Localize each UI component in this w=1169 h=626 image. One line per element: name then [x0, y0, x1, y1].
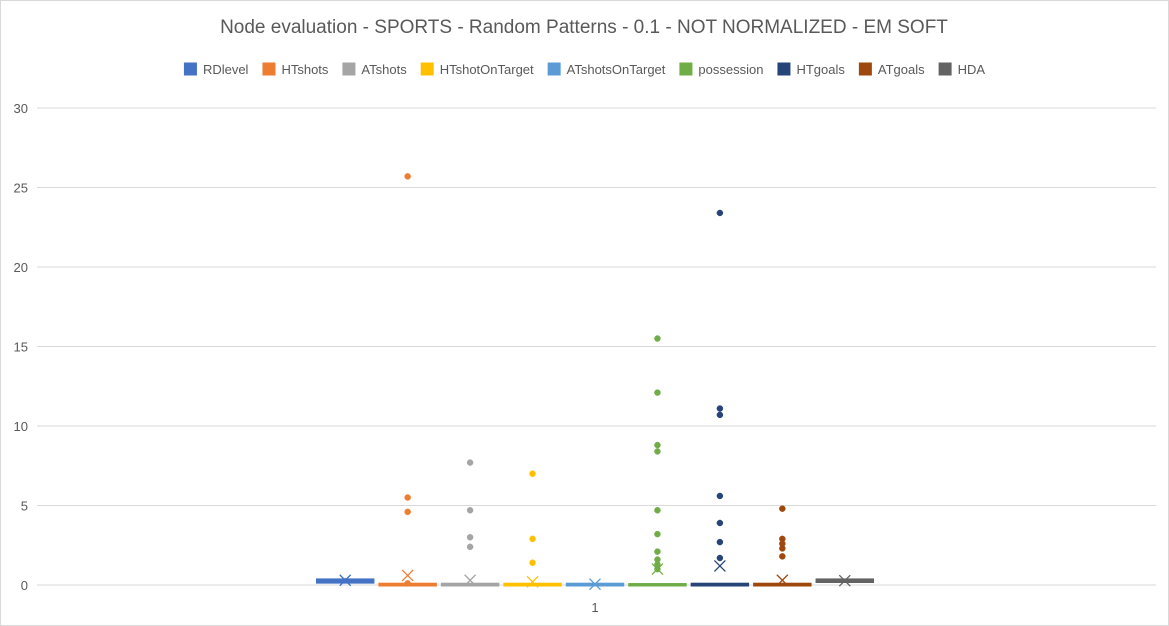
- outlier-point: [779, 553, 786, 560]
- x-axis: 1: [591, 600, 598, 615]
- legend-item: HTgoals: [777, 62, 845, 77]
- mean-marker: [464, 574, 477, 587]
- legend-swatch: [547, 62, 561, 76]
- outlier-point: [654, 335, 661, 342]
- box-possession: [628, 335, 687, 587]
- legend: RDlevel HTshots ATshots HTshotOnTarget ATsho…: [183, 62, 986, 77]
- legend-label: ATshotsOnTarget: [567, 62, 666, 77]
- outlier-point: [466, 459, 474, 466]
- outlier-point: [779, 505, 786, 512]
- y-tick-label: 15: [14, 340, 28, 355]
- legend-item: HTshots: [262, 62, 329, 77]
- box-HTshots: [378, 173, 437, 587]
- outlier-point: [716, 209, 724, 217]
- outlier-point: [716, 538, 724, 546]
- box-ATshotsOnTarget: [565, 578, 625, 591]
- legend-item: RDlevel: [183, 62, 249, 77]
- outlier-point: [654, 530, 661, 538]
- legend-swatch: [420, 62, 434, 76]
- y-tick-label: 20: [14, 260, 28, 275]
- outlier-point: [779, 545, 786, 552]
- chart-title: Node evaluation - SPORTS - Random Patter…: [220, 17, 948, 38]
- mean-marker: [589, 578, 601, 591]
- legend-item: HDA: [938, 62, 986, 77]
- legend-label: HDA: [958, 62, 986, 77]
- outlier-point: [654, 448, 661, 455]
- box-HTgoals: [690, 209, 750, 587]
- outlier-point: [654, 389, 661, 396]
- mean-x-stroke: [776, 574, 789, 587]
- y-tick-label: 0: [21, 578, 28, 593]
- outlier-point: [466, 507, 474, 514]
- mean-marker: [713, 559, 726, 572]
- mean-marker: [339, 574, 352, 587]
- outlier-point: [654, 507, 661, 514]
- outlier-point: [654, 548, 661, 555]
- y-tick-label: 10: [14, 419, 28, 434]
- mean-x-stroke: [713, 559, 726, 572]
- outlier-point: [466, 543, 474, 551]
- grid-lines: [37, 107, 1156, 586]
- mean-marker: [651, 563, 664, 576]
- mean-x-stroke: [651, 563, 664, 576]
- box-ATshots: [440, 459, 500, 587]
- legend-label: HTshotOnTarget: [440, 62, 534, 77]
- legend-label: HTgoals: [796, 62, 845, 77]
- outlier-point: [716, 554, 724, 562]
- box-HDA: [815, 574, 875, 587]
- outlier-point: [654, 561, 661, 568]
- mean-marker: [776, 574, 789, 587]
- mean-x-stroke: [339, 574, 352, 587]
- outlier-point: [404, 173, 411, 180]
- outlier-point: [716, 405, 724, 412]
- x-tick-label: 1: [591, 600, 598, 615]
- legend-item: ATshotsOnTarget: [547, 62, 666, 77]
- legend-label: HTshots: [281, 62, 328, 77]
- legend-swatch: [342, 62, 356, 76]
- outlier-point: [716, 519, 724, 527]
- outlier-point: [654, 441, 661, 449]
- outlier-point: [404, 580, 411, 587]
- box-RDlevel: [315, 574, 375, 587]
- legend-swatch: [777, 62, 791, 76]
- legend-label: RDlevel: [203, 62, 249, 77]
- outlier-point: [529, 535, 536, 543]
- outlier-point: [404, 508, 411, 516]
- outlier-point: [529, 470, 536, 477]
- legend-swatch: [858, 62, 872, 76]
- mean-x-stroke: [589, 578, 601, 591]
- box-HTshotOnTarget: [503, 470, 562, 588]
- legend-item: ATgoals: [858, 62, 925, 77]
- legend-swatch: [262, 62, 276, 76]
- mean-marker: [401, 569, 414, 582]
- box-ATgoals: [753, 505, 812, 587]
- legend-label: ATgoals: [878, 62, 925, 77]
- mean-x-stroke: [401, 569, 414, 582]
- mean-x-stroke: [464, 574, 477, 587]
- mean-x-stroke: [526, 575, 539, 588]
- mean-x-stroke: [838, 574, 851, 587]
- legend-swatch: [679, 62, 693, 76]
- legend-label: possession: [698, 62, 763, 77]
- outlier-point: [716, 492, 724, 500]
- y-axis: 0 5 10 15 20 25 30: [14, 101, 28, 593]
- outlier-point: [716, 411, 724, 419]
- outlier-point: [404, 494, 411, 501]
- legend-swatch: [938, 62, 952, 76]
- legend-item: ATshots: [342, 62, 407, 77]
- mean-marker: [526, 575, 539, 588]
- plot-area: [315, 173, 875, 591]
- y-tick-label: 30: [14, 101, 28, 116]
- legend-item: HTshotOnTarget: [420, 62, 534, 77]
- legend-label: ATshots: [361, 62, 407, 77]
- mean-marker: [838, 574, 851, 587]
- y-tick-label: 25: [14, 181, 28, 196]
- y-tick-label: 5: [21, 499, 28, 514]
- legend-item: possession: [679, 62, 763, 77]
- legend-swatch: [183, 62, 197, 76]
- outlier-point: [466, 534, 474, 541]
- outlier-point: [529, 559, 536, 566]
